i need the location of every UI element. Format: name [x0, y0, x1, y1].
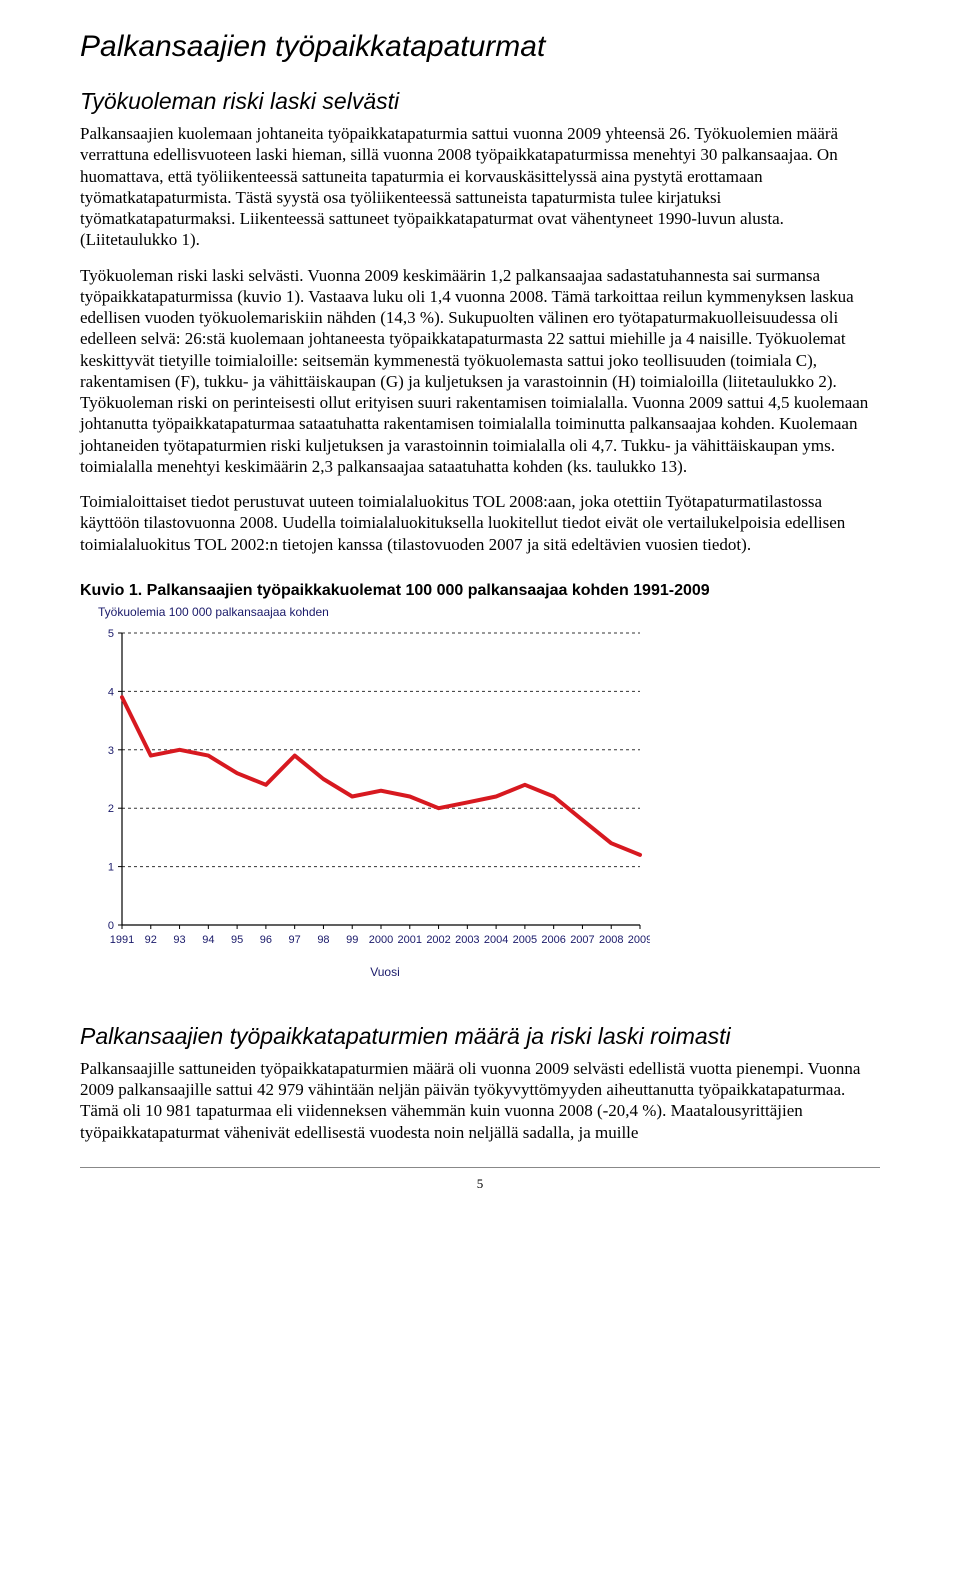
svg-text:98: 98 [317, 934, 329, 946]
svg-text:2: 2 [108, 803, 114, 815]
paragraph-3: Toimialoittaiset tiedot perustuvat uutee… [80, 491, 880, 555]
page-container: Palkansaajien työpaikkatapaturmat Työkuo… [40, 0, 920, 1212]
svg-text:4: 4 [108, 686, 114, 698]
svg-text:97: 97 [289, 934, 301, 946]
svg-text:2001: 2001 [398, 934, 422, 946]
svg-text:93: 93 [173, 934, 185, 946]
chart-svg: 0 1 2 3 4 5 1991 92 93 94 95 96 97 98 99 2000 2001 2002 20… [80, 621, 650, 961]
chart-x-label: Vuosi [80, 965, 650, 979]
svg-text:0: 0 [108, 920, 114, 932]
svg-text:3: 3 [108, 745, 114, 757]
svg-text:1991: 1991 [110, 934, 134, 946]
svg-text:2007: 2007 [570, 934, 594, 946]
section-heading-1: Työkuoleman riski laski selvästi [80, 88, 880, 115]
svg-text:2004: 2004 [484, 934, 508, 946]
chart-y-label: Työkuolemia 100 000 palkansaajaa kohden [98, 605, 650, 619]
page-title: Palkansaajien työpaikkatapaturmat [80, 30, 880, 64]
svg-text:5: 5 [108, 628, 114, 640]
svg-text:2000: 2000 [369, 934, 393, 946]
svg-text:96: 96 [260, 934, 272, 946]
footer-rule [80, 1167, 880, 1168]
svg-text:2005: 2005 [513, 934, 537, 946]
figure-1-caption: Kuvio 1. Palkansaajien työpaikkakuolemat… [80, 581, 880, 601]
svg-text:94: 94 [202, 934, 214, 946]
svg-text:1: 1 [108, 861, 114, 873]
section-heading-2: Palkansaajien työpaikkatapaturmien määrä… [80, 1023, 880, 1050]
page-number: 5 [80, 1176, 880, 1192]
svg-text:2002: 2002 [426, 934, 450, 946]
svg-text:2006: 2006 [541, 934, 565, 946]
paragraph-2: Työkuoleman riski laski selvästi. Vuonna… [80, 265, 880, 478]
svg-text:92: 92 [145, 934, 157, 946]
svg-text:2003: 2003 [455, 934, 479, 946]
svg-text:95: 95 [231, 934, 243, 946]
svg-text:2008: 2008 [599, 934, 623, 946]
svg-text:99: 99 [346, 934, 358, 946]
figure-1-chart: Työkuolemia 100 000 palkansaajaa kohden … [80, 605, 650, 979]
paragraph-4: Palkansaajille sattuneiden työpaikkatapa… [80, 1058, 880, 1143]
svg-text:2009: 2009 [628, 934, 650, 946]
paragraph-1: Palkansaajien kuolemaan johtaneita työpa… [80, 123, 880, 251]
